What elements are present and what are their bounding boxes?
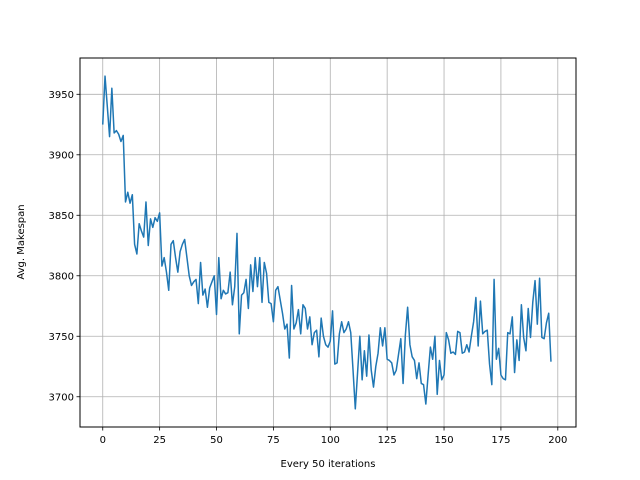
y-tick-label: 3750 — [49, 332, 74, 343]
x-tick-label: 0 — [100, 435, 106, 446]
series-layer — [102, 75, 552, 410]
y-axis-ticks: 3700 3750 3800 3850 3900 3950 — [49, 90, 80, 403]
plot-frame — [79, 57, 577, 428]
x-tick-label: 150 — [434, 435, 453, 446]
grid — [80, 58, 576, 427]
y-tick-label: 3800 — [49, 271, 74, 282]
y-tick-label: 3950 — [49, 90, 74, 101]
x-tick-label: 25 — [153, 435, 166, 446]
y-tick-label: 3850 — [49, 211, 74, 222]
x-tick-label: 75 — [267, 435, 280, 446]
series-line — [102, 75, 552, 410]
x-tick-label: 125 — [378, 435, 397, 446]
y-tick-label: 3700 — [49, 392, 74, 403]
y-tick-label: 3900 — [49, 150, 74, 161]
x-axis-label: Every 50 iterations — [281, 459, 376, 470]
x-tick-label: 175 — [491, 435, 510, 446]
x-tick-label: 50 — [210, 435, 223, 446]
y-axis-label: Avg. Makespan — [16, 204, 27, 279]
x-axis-ticks: 0 25 50 75 100 125 150 175 200 — [100, 427, 567, 446]
x-tick-label: 100 — [321, 435, 340, 446]
x-tick-label: 200 — [548, 435, 567, 446]
